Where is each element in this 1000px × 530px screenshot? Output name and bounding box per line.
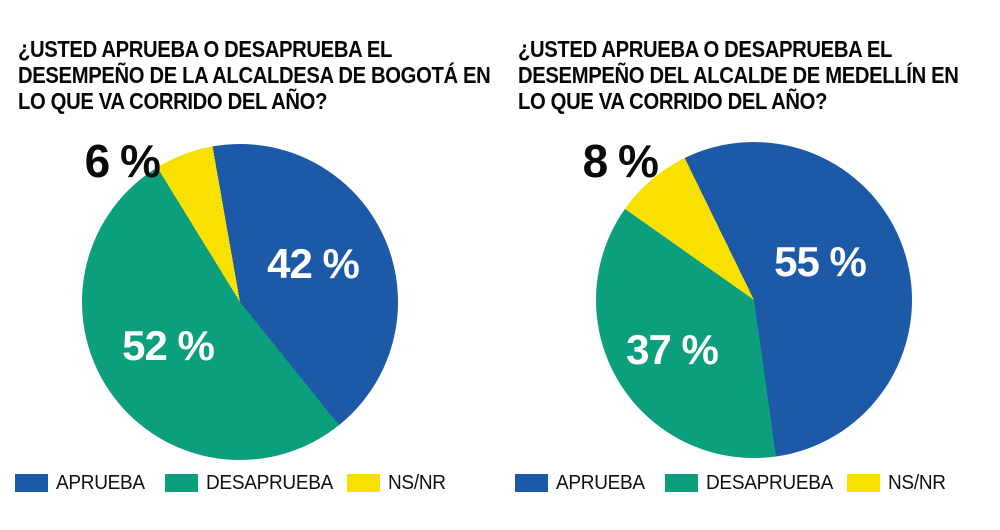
slice-label-nsnr: 8 % [582, 135, 659, 187]
legend-swatch-aprueba [515, 474, 548, 492]
legend-item-desaprueba: DESAPRUEBA [665, 471, 840, 494]
chart-title-line: ¿USTED APRUEBA O DESAPRUEBA EL [518, 36, 893, 62]
chart-title-line: LO QUE VA CORRIDO DEL AÑO? [518, 88, 828, 114]
slice-label-desaprueba: 52 % [122, 322, 215, 369]
chart-title-bogota: ¿USTED APRUEBA O DESAPRUEBA EL DESEMPEÑO… [18, 36, 491, 114]
chart-title-line: ¿USTED APRUEBA O DESAPRUEBA EL [18, 36, 393, 62]
legend-item-aprueba: APRUEBA [515, 471, 650, 494]
legend-item-nsnr: NS/NR [347, 471, 449, 494]
legend-item-desaprueba: DESAPRUEBA [165, 471, 340, 494]
legend-label-desaprueba: DESAPRUEBA [206, 471, 334, 494]
chart-title-line: DESEMPEÑO DE LA ALCALDESA DE BOGOTÁ EN [18, 62, 491, 88]
pie-chart-bogota [82, 144, 398, 460]
legend-item-aprueba: APRUEBA [15, 471, 150, 494]
chart-title-line: LO QUE VA CORRIDO DEL AÑO? [18, 88, 328, 114]
legend-label-desaprueba: DESAPRUEBA [706, 471, 834, 494]
legend-item-nsnr: NS/NR [847, 471, 949, 494]
legend-swatch-nsnr [847, 474, 880, 492]
chart-panel-medellin: ¿USTED APRUEBA O DESAPRUEBA EL DESEMPEÑO… [500, 0, 1000, 530]
legend-swatch-desaprueba [665, 474, 698, 492]
chart-title-medellin: ¿USTED APRUEBA O DESAPRUEBA EL DESEMPEÑO… [518, 36, 959, 114]
slice-label-nsnr: 6 % [84, 135, 161, 187]
chart-panel-bogota: ¿USTED APRUEBA O DESAPRUEBA EL DESEMPEÑO… [15, 36, 491, 494]
legend-label-aprueba: APRUEBA [556, 471, 645, 494]
legend-swatch-desaprueba [165, 474, 198, 492]
slice-label-desaprueba: 37 % [626, 326, 719, 373]
legend-label-nsnr: NS/NR [388, 471, 446, 494]
slice-label-aprueba: 42 % [267, 240, 360, 287]
legend-label-nsnr: NS/NR [888, 471, 946, 494]
chart-title-line: DESEMPEÑO DEL ALCALDE DE MEDELLÍN EN [518, 62, 959, 88]
pie-chart-medellin [596, 142, 912, 458]
legend-label-aprueba: APRUEBA [56, 471, 145, 494]
legend-swatch-aprueba [15, 474, 48, 492]
legend-swatch-nsnr [347, 474, 380, 492]
slice-label-aprueba: 55 % [774, 238, 867, 285]
